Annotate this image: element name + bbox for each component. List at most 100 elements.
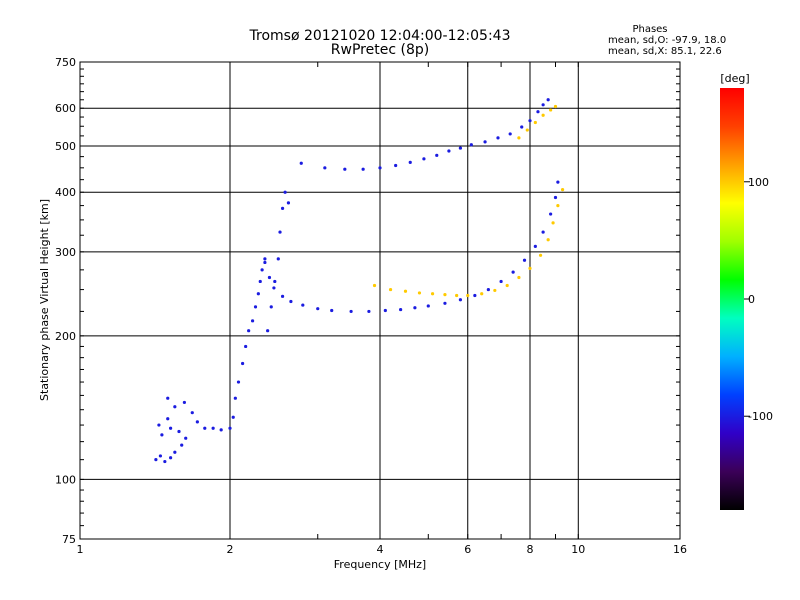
- data-point: [267, 275, 272, 280]
- y-tick-label: 200: [55, 330, 76, 343]
- data-point: [260, 268, 264, 272]
- data-point: [458, 146, 463, 150]
- data-point: [203, 426, 207, 430]
- data-point: [278, 230, 282, 234]
- stats-heading: Phases: [632, 24, 667, 35]
- stats-o-mode: mean, sd,O: -97.9, 18.0: [608, 35, 726, 46]
- y-tick-label: 400: [55, 186, 76, 199]
- y-tick-label: 500: [55, 140, 76, 153]
- data-point: [480, 292, 484, 296]
- data-point: [266, 329, 270, 333]
- y-tick-label: 600: [55, 102, 76, 115]
- data-point: [553, 195, 558, 200]
- data-point: [273, 279, 277, 284]
- data-point: [499, 279, 503, 284]
- data-point: [469, 143, 473, 147]
- chart-title: Tromsø 20121020 12:04:00-12:05:43: [249, 28, 511, 44]
- data-points: [154, 98, 565, 464]
- data-point: [233, 396, 237, 400]
- y-tick-label: 75: [62, 533, 76, 546]
- data-point: [447, 149, 451, 153]
- data-point: [299, 161, 303, 165]
- data-point: [560, 188, 565, 192]
- data-point: [182, 400, 186, 405]
- data-point: [556, 203, 560, 208]
- x-tick-label: 16: [673, 543, 687, 556]
- data-point: [349, 309, 353, 314]
- data-point: [173, 405, 177, 409]
- data-point: [367, 309, 371, 314]
- data-point: [496, 136, 500, 140]
- y-tick-label: 750: [55, 56, 76, 69]
- axis-ticks: 1 2 4 6 8 10 16 75 100 200 300 400 500 600 750: [55, 56, 687, 556]
- y-axis-label: Stationary phase Virtual Height [km]: [38, 199, 51, 401]
- data-point: [154, 458, 158, 462]
- data-point: [413, 306, 417, 310]
- data-point: [553, 104, 558, 109]
- y-tick-label: 100: [55, 473, 76, 486]
- data-point: [466, 293, 470, 298]
- data-point: [533, 244, 537, 248]
- data-point: [195, 420, 199, 424]
- data-point: [372, 283, 377, 288]
- colorbar-tick-label: 100: [748, 176, 769, 189]
- data-point: [316, 307, 320, 311]
- data-point: [546, 98, 550, 102]
- data-point: [228, 426, 232, 430]
- data-point: [280, 206, 285, 210]
- data-point: [177, 429, 181, 434]
- data-point: [546, 238, 550, 242]
- data-point: [538, 253, 543, 257]
- data-point: [520, 125, 524, 129]
- colorbar-tick-label: -100: [748, 410, 773, 423]
- data-point: [483, 140, 487, 144]
- data-point: [511, 270, 515, 274]
- data-point: [258, 279, 262, 284]
- data-point: [383, 308, 387, 313]
- colorbar-tick-label: 0: [748, 293, 755, 306]
- data-point: [525, 128, 529, 132]
- data-point: [184, 436, 188, 440]
- data-point: [505, 283, 509, 288]
- data-point: [236, 380, 241, 384]
- chart-subtitle: RwPretec (8p): [331, 42, 429, 58]
- data-point: [394, 163, 398, 168]
- data-point: [551, 221, 555, 225]
- data-point: [250, 319, 255, 323]
- data-point: [263, 260, 267, 265]
- data-point: [231, 415, 235, 419]
- data-point: [330, 308, 334, 313]
- data-point: [169, 456, 173, 460]
- data-point: [399, 307, 403, 312]
- data-point: [403, 289, 408, 293]
- data-point: [157, 423, 161, 427]
- data-point: [549, 108, 553, 112]
- data-point: [417, 291, 422, 295]
- data-point: [443, 293, 447, 297]
- data-point: [158, 454, 163, 458]
- data-point: [388, 287, 393, 292]
- data-point: [508, 132, 512, 136]
- x-tick-label: 10: [571, 543, 585, 556]
- data-point: [549, 212, 553, 216]
- data-point: [256, 292, 260, 296]
- data-point: [430, 292, 435, 296]
- data-point: [541, 103, 545, 107]
- data-point: [244, 344, 248, 349]
- data-point: [556, 180, 560, 184]
- data-point: [272, 286, 276, 290]
- colorbar-label: [deg]: [720, 72, 749, 85]
- x-tick-label: 2: [227, 543, 234, 556]
- data-point: [426, 304, 430, 308]
- data-point: [247, 329, 251, 333]
- data-point: [541, 230, 545, 234]
- data-point: [286, 201, 291, 205]
- data-point: [160, 433, 164, 437]
- data-point: [169, 426, 173, 430]
- data-point: [211, 426, 215, 430]
- data-point: [280, 294, 285, 298]
- data-point: [528, 266, 532, 270]
- data-point: [435, 153, 439, 157]
- data-point: [343, 167, 347, 171]
